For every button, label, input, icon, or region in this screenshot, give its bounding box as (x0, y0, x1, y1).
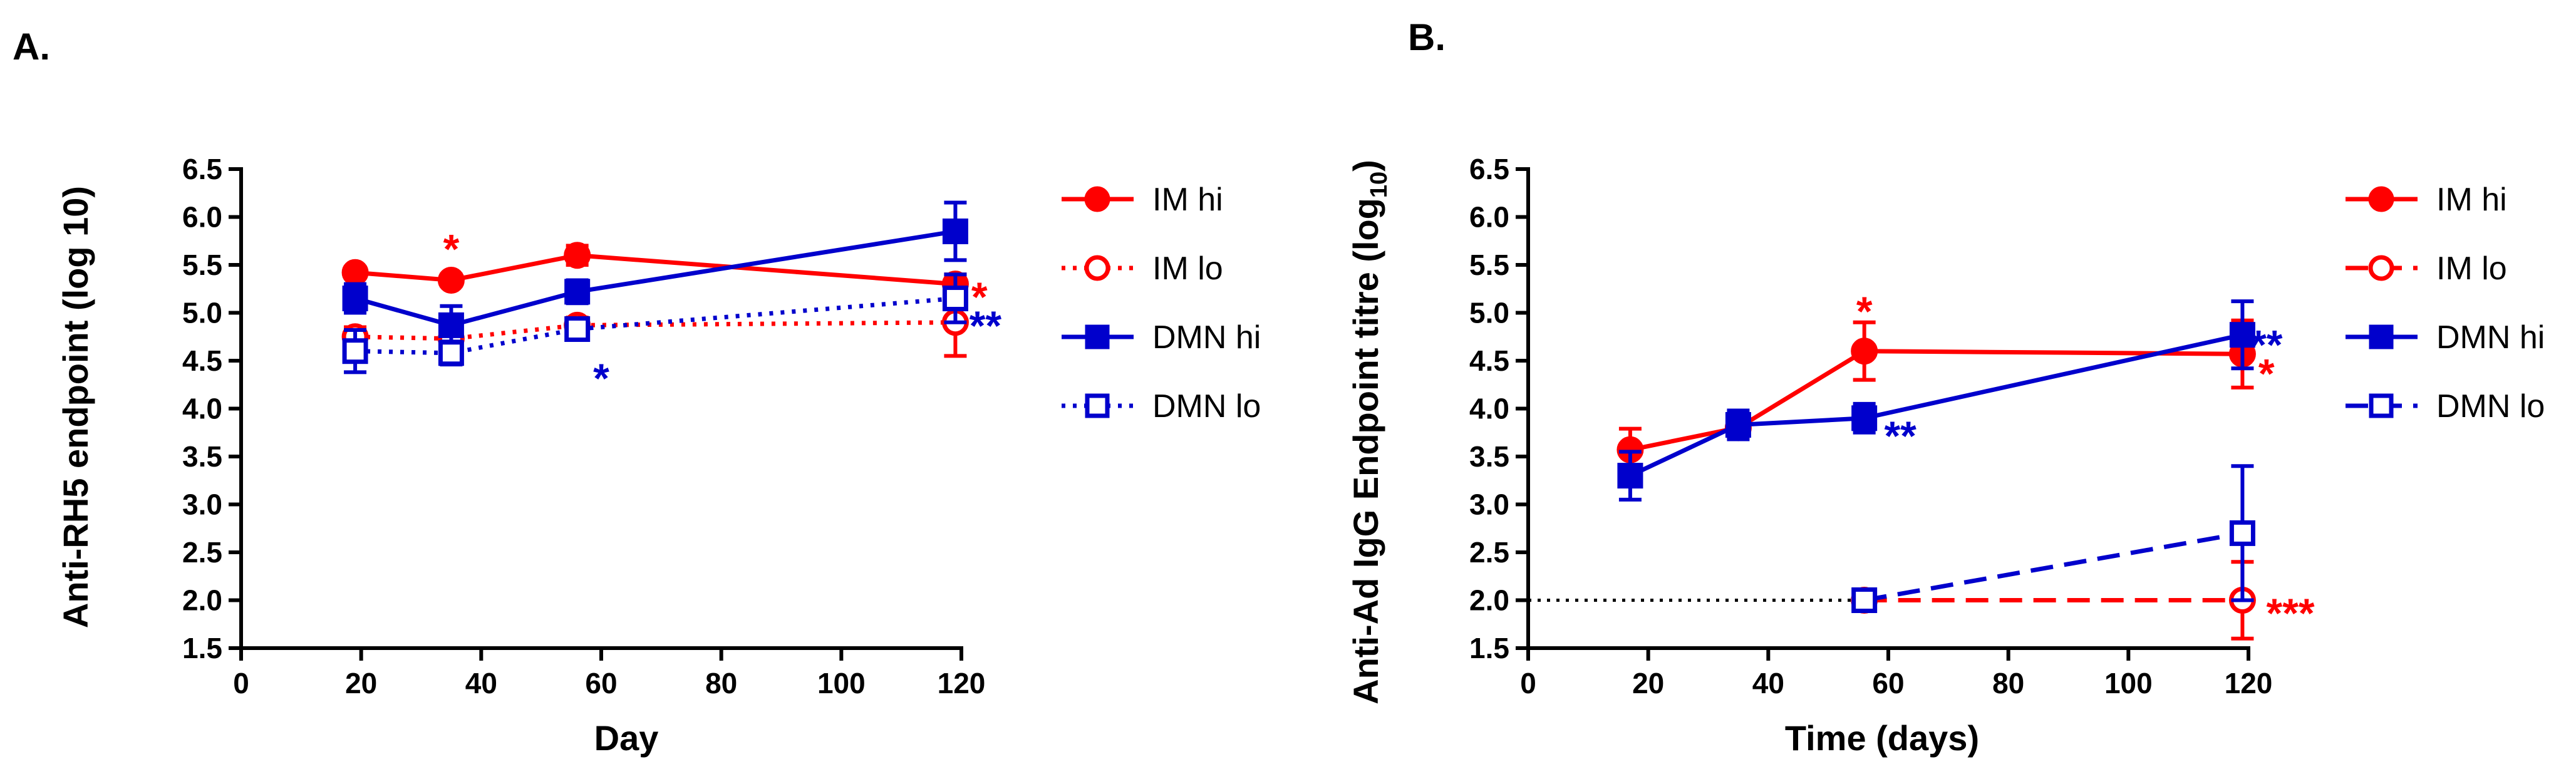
point-series-dmn-hi-b (1725, 412, 1751, 438)
point-series-dmn-hi-b (1851, 405, 1878, 431)
point-series-im-hi-a (564, 242, 591, 269)
y-tick-label-b: 6.5 (1469, 153, 1509, 185)
legend-marker-series-dmn-lo-a (1085, 393, 1110, 418)
y-tick-label-b: 3.5 (1469, 440, 1509, 473)
point-series-dmn-hi-b (2229, 322, 2255, 348)
line-series-dmn-hi-b (1629, 333, 2243, 478)
y-tick-label-a: 3.0 (182, 488, 222, 521)
y-tick-label-b: 3.0 (1469, 488, 1509, 521)
legend-label-series-im-lo-b: IM lo (2436, 250, 2507, 287)
y-tick-label-b: 2.0 (1469, 584, 1509, 617)
point-series-im-hi-a (437, 266, 465, 294)
point-series-dmn-hi-a (564, 279, 591, 305)
x-tick-label-b: 20 (1632, 667, 1664, 699)
x-tick-label-a: 20 (345, 667, 377, 699)
y-tick-label-b: 4.0 (1469, 393, 1509, 425)
legend-marker-series-dmn-hi-a (1085, 324, 1110, 349)
line-series-im-hi-b (1630, 349, 2243, 452)
x-tick-label-b: 40 (1752, 667, 1784, 699)
y-tick-label-a: 6.0 (182, 201, 222, 234)
y-tick-label-a: 5.5 (182, 249, 222, 281)
y-axis-title-b: Anti-Ad IgG Endpoint titre (log10) (1346, 160, 1392, 704)
panel-a-plot: 1.5 2.0 2.5 3.0 3.5 4.0 4.5 5.0 5.5 6.0 6.5 0 20 40 60… (182, 153, 1261, 699)
significance-marker-b: *** (2267, 590, 2315, 636)
point-series-dmn-lo-a (342, 338, 368, 364)
point-series-dmn-hi-a (342, 286, 368, 312)
x-tick-label-a: 0 (233, 667, 249, 699)
legend-marker-series-im-hi-a (1084, 186, 1110, 212)
point-series-im-hi-b (1851, 338, 1878, 365)
panel-label-b: B. (1408, 16, 1446, 58)
significance-marker-b: * (1856, 288, 1873, 334)
significance-marker-b: ** (2250, 321, 2283, 368)
significance-marker-a: * (593, 355, 609, 401)
x-tick-label-a: 80 (705, 667, 737, 699)
y-tick-label-b: 5.5 (1469, 249, 1509, 281)
y-tick-label-a: 1.5 (182, 632, 222, 664)
y-axis-title-b-main: Anti-Ad IgG Endpoint titre (log (1346, 198, 1385, 704)
y-tick-label-a: 2.0 (182, 584, 222, 617)
legend-marker-series-im-hi-b (2368, 186, 2394, 212)
legend-marker-series-dmn-lo-b (2369, 393, 2394, 418)
y-axis-title-b-end: ) (1346, 160, 1385, 172)
point-series-im-hi-a (341, 259, 369, 286)
significance-marker-a: * (971, 274, 988, 320)
significance-marker-b: ** (1884, 413, 1916, 459)
x-tick-label-a: 120 (938, 667, 986, 699)
point-series-dmn-lo-b (1851, 587, 1878, 613)
legend-label-series-dmn-lo-b: DMN lo (2436, 388, 2545, 425)
x-tick-label-b: 100 (2104, 667, 2153, 699)
x-tick-label-b: 0 (1520, 667, 1536, 699)
line-series-dmn-lo-b (1864, 530, 2243, 602)
legend-label-series-im-hi-a: IM hi (1152, 182, 1223, 218)
legend-marker-series-im-lo-b (2368, 255, 2394, 281)
point-series-dmn-lo-a (942, 286, 968, 312)
point-series-dmn-hi-b (1617, 463, 1643, 489)
line-series-im-lo-a (355, 320, 956, 341)
legend-label-series-im-hi-b: IM hi (2436, 182, 2507, 218)
y-axis-title-b-sub: 10 (1366, 172, 1392, 198)
line-series-dmn-hi-a (354, 229, 956, 328)
y-tick-label-b: 5.0 (1469, 297, 1509, 329)
point-series-dmn-hi-a (942, 218, 968, 244)
significance-marker-b: * (2258, 350, 2275, 396)
y-tick-label-a: 4.0 (182, 393, 222, 425)
point-series-dmn-lo-a (438, 340, 464, 366)
y-tick-label-b: 2.5 (1469, 536, 1509, 569)
legend-label-series-dmn-hi-a: DMN hi (1152, 319, 1261, 356)
legend-label-series-dmn-lo-a: DMN lo (1152, 388, 1261, 425)
point-series-dmn-lo-a (564, 316, 591, 343)
y-tick-label-a: 3.5 (182, 440, 222, 473)
significance-marker-a: ** (970, 302, 1002, 349)
line-series-im-hi-a (354, 253, 956, 287)
point-series-dmn-hi-a (438, 312, 464, 338)
x-tick-label-b: 60 (1872, 667, 1904, 699)
x-tick-label-a: 100 (817, 667, 866, 699)
x-axis-title-a: Day (594, 718, 659, 758)
y-tick-label-b: 1.5 (1469, 632, 1509, 664)
x-tick-label-b: 80 (1992, 667, 2024, 699)
y-tick-label-a: 2.5 (182, 536, 222, 569)
point-series-dmn-lo-b (2229, 520, 2255, 546)
legend-marker-series-im-lo-a (1084, 255, 1110, 281)
legend-label-series-dmn-hi-b: DMN hi (2436, 319, 2545, 356)
y-tick-label-b: 4.5 (1469, 344, 1509, 377)
y-tick-label-a: 6.5 (182, 153, 222, 185)
x-axis-title-b: Time (days) (1785, 718, 1979, 758)
significance-marker-a: * (443, 225, 460, 272)
x-tick-label-b: 120 (2225, 667, 2273, 699)
y-tick-label-a: 4.5 (182, 344, 222, 377)
line-series-dmn-lo-a (355, 296, 956, 356)
y-axis-title-a: Anti-RH5 endpoint (log 10) (56, 186, 95, 628)
y-tick-label-a: 5.0 (182, 297, 222, 329)
legend-marker-series-dmn-hi-b (2369, 324, 2394, 349)
legend-label-series-im-lo-a: IM lo (1152, 250, 1223, 287)
panel-b-plot: 1.5 2.0 2.5 3.0 3.5 4.0 4.5 5.0 5.5 6.0 6.5 0 20 40 60… (1469, 153, 2545, 699)
x-tick-label-a: 60 (585, 667, 617, 699)
panel-label-a: A. (13, 26, 50, 68)
x-tick-label-a: 40 (465, 667, 497, 699)
y-tick-label-b: 6.0 (1469, 201, 1509, 234)
